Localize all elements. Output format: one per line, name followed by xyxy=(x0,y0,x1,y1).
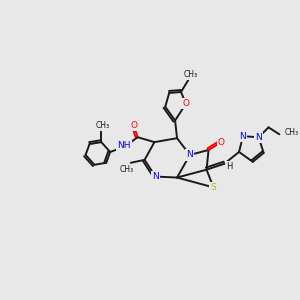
Text: NH: NH xyxy=(117,141,131,150)
Text: S: S xyxy=(211,183,216,192)
Text: N: N xyxy=(187,150,193,159)
Text: CH₃: CH₃ xyxy=(284,128,298,137)
Text: O: O xyxy=(182,99,189,108)
Text: O: O xyxy=(130,121,137,130)
Text: H: H xyxy=(226,162,232,171)
Text: CH₃: CH₃ xyxy=(95,121,109,130)
Text: CH₃: CH₃ xyxy=(120,165,134,174)
Text: CH₃: CH₃ xyxy=(184,70,198,79)
Text: N: N xyxy=(255,133,262,142)
Text: N: N xyxy=(152,172,159,181)
Text: N: N xyxy=(240,132,246,141)
Text: O: O xyxy=(218,138,225,147)
